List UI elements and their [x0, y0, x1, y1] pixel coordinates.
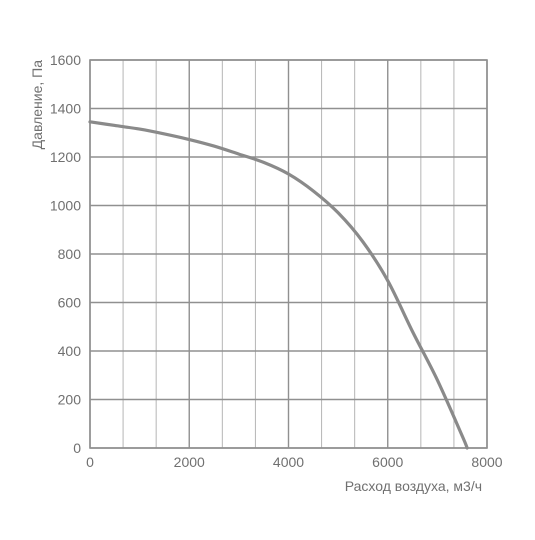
y-tick-label: 800 — [58, 246, 82, 262]
x-tick-label: 8000 — [471, 454, 502, 470]
x-tick-label: 4000 — [273, 454, 304, 470]
chart-series — [88, 120, 469, 450]
y-tick-label: 1200 — [50, 149, 81, 165]
y-tick-label: 0 — [73, 440, 81, 456]
series-line-0 — [88, 120, 469, 450]
x-tick-label: 6000 — [372, 454, 403, 470]
y-tick-label: 400 — [58, 343, 82, 359]
x-axis-ticks: 0 2000 4000 6000 8000 — [86, 454, 503, 470]
plot-frame — [89, 59, 488, 449]
y-axis-ticks: 0 200 400 600 800 1000 1200 1400 1600 — [50, 52, 81, 456]
x-tick-label: 2000 — [174, 454, 205, 470]
y-tick-label: 600 — [58, 295, 82, 311]
y-tick-label: 1000 — [50, 198, 81, 214]
y-tick-label: 200 — [58, 392, 82, 408]
y-axis-title: Давление, Па — [29, 60, 45, 150]
x-tick-label: 0 — [86, 454, 94, 470]
x-axis-title: Расход воздуха, м3/ч — [345, 478, 482, 494]
y-tick-label: 1400 — [50, 101, 81, 117]
chart-frame — [89, 59, 488, 449]
chart-grid — [89, 59, 488, 449]
y-tick-label: 1600 — [50, 52, 81, 68]
